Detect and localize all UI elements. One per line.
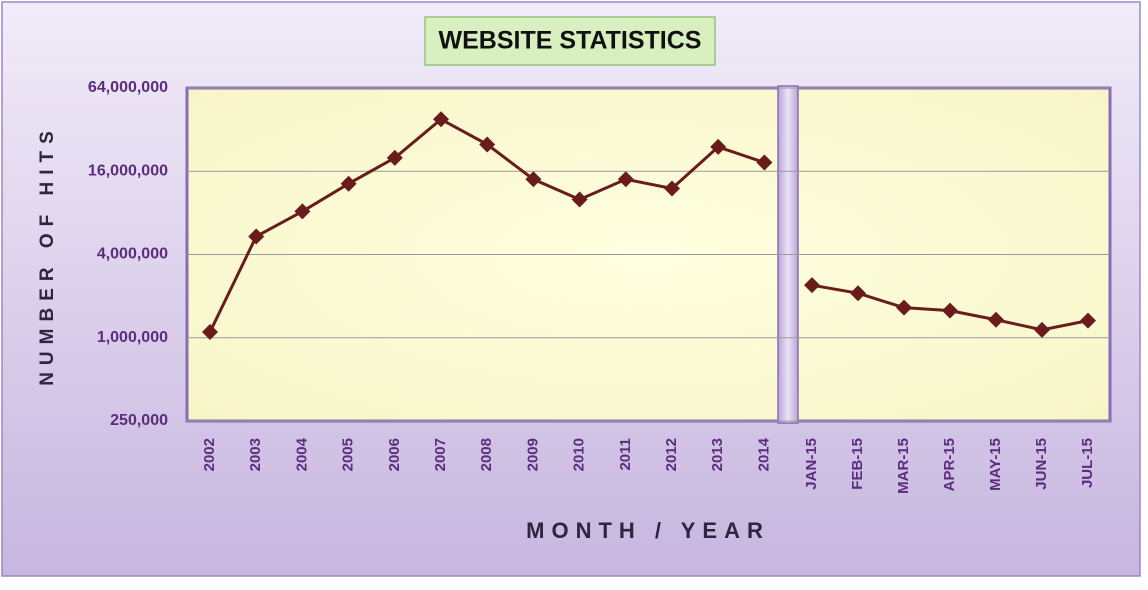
marker	[433, 111, 449, 128]
marker	[1034, 321, 1050, 338]
marker	[617, 171, 634, 188]
marker	[1080, 312, 1096, 329]
marker	[571, 191, 588, 208]
x-tick-label: JUN-15	[1033, 438, 1050, 490]
marker	[896, 299, 912, 316]
y-tick-label: 1,000,000	[97, 329, 168, 346]
y-tick-label: 250,000	[110, 412, 168, 429]
x-tick-label: 2009	[524, 438, 541, 471]
x-tick-label: 2007	[432, 438, 449, 471]
marker	[664, 180, 680, 197]
x-tick-label: 2006	[386, 438, 403, 471]
x-axis-label: MONTH / YEAR	[526, 518, 770, 543]
marker	[340, 175, 357, 192]
x-tick-label: 2004	[293, 437, 310, 471]
x-tick-label: 2014	[755, 437, 772, 471]
x-tick-label: APR-15	[941, 438, 958, 491]
marker	[710, 138, 727, 155]
x-tick-label: JUL-15	[1079, 438, 1096, 488]
y-tick-label: 64,000,000	[88, 79, 168, 96]
marker	[294, 203, 311, 220]
marker	[988, 311, 1004, 328]
marker	[479, 136, 496, 153]
x-tick-label: 2003	[247, 438, 264, 471]
marker	[248, 228, 265, 245]
x-tick-label: MAY-15	[987, 438, 1004, 491]
x-tick-label: 2012	[663, 438, 680, 471]
y-tick-label: 4,000,000	[97, 246, 168, 263]
x-tick-label: 2008	[478, 438, 495, 471]
x-tick-label: 2002	[201, 438, 218, 471]
x-tick-label: 2005	[340, 438, 357, 471]
x-tick-label: FEB-15	[849, 438, 866, 490]
y-tick-label: 16,000,000	[88, 162, 168, 179]
x-tick-label: 2013	[709, 438, 726, 471]
x-tick-label: MAR-15	[895, 438, 912, 494]
x-tick-label: 2010	[571, 438, 588, 471]
marker	[804, 277, 820, 294]
x-tick-label: 2011	[617, 438, 634, 471]
x-tick-label: JAN-15	[803, 438, 820, 490]
y-axis-label: NUMBER OF HITS	[37, 124, 58, 386]
chart-title: WEBSITE STATISTICS	[439, 27, 702, 55]
marker	[202, 324, 218, 341]
marker	[756, 154, 773, 171]
marker	[850, 285, 866, 302]
marker	[525, 171, 542, 188]
marker	[942, 302, 958, 319]
marker	[386, 149, 403, 166]
title-box	[424, 16, 716, 66]
